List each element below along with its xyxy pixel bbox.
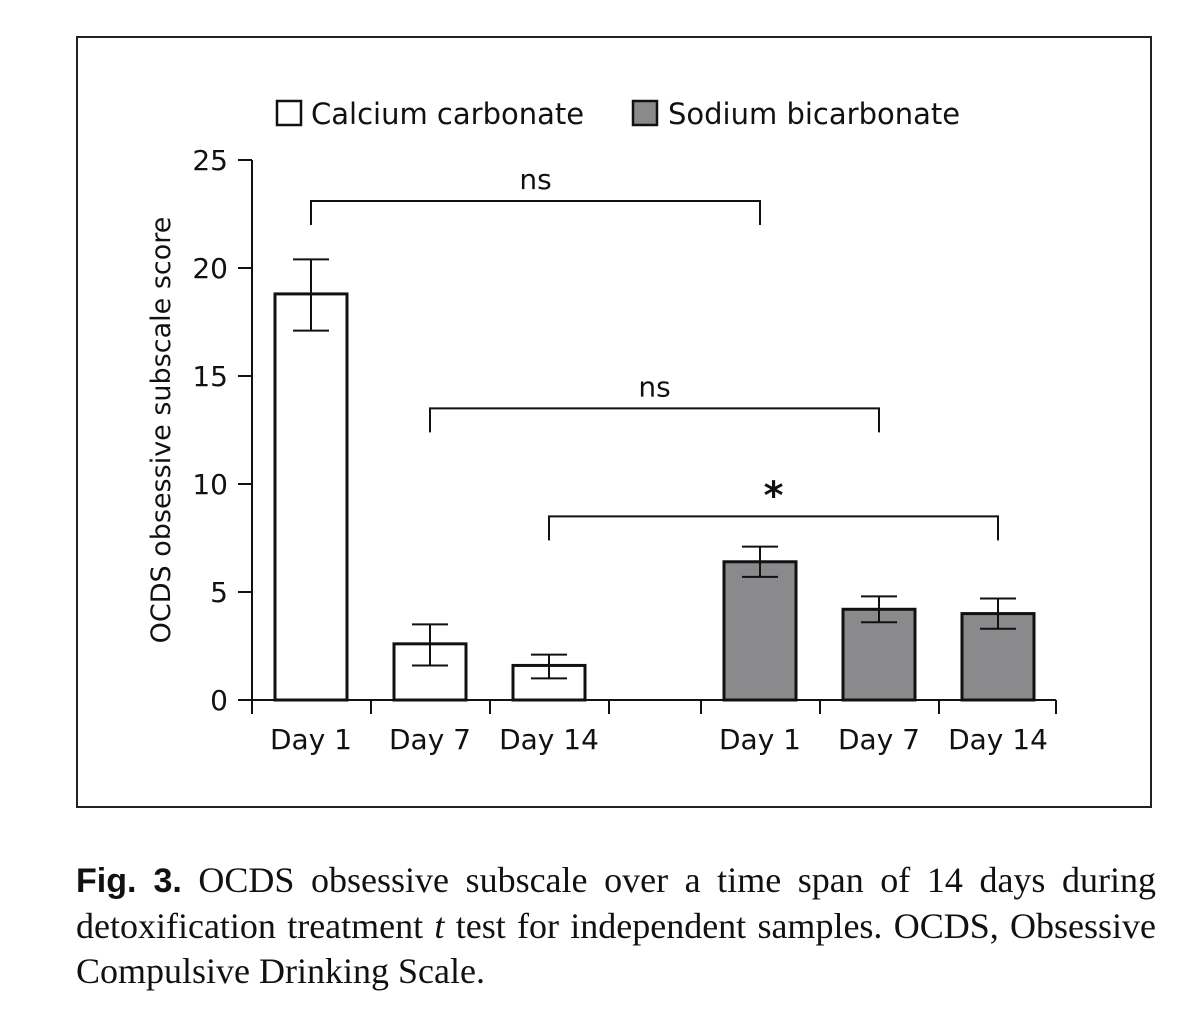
significance-bracket [429,407,880,433]
significance-bracket [548,515,999,541]
caption-text-1: OCDS obsessive subscale over a time span… [76,860,1157,946]
legend-label-sodium: Sodium bicarbonate [668,97,960,131]
x-tick-label: Day 7 [838,723,920,756]
y-tick-label: 5 [210,576,228,609]
x-tick-label: Day 14 [499,723,599,756]
y-tick-label: 0 [210,684,228,717]
y-tick-label: 20 [192,252,228,285]
caption-italic-t: t [434,906,445,946]
bar-chart: Calcium carbonate Sodium bicarbonate OCD… [146,97,1057,756]
figure-frame [76,36,1152,808]
y-axis-label: OCDS obsessive subscale score [146,217,177,644]
significance-label: ns [638,370,670,403]
bar-sodium-day-7 [841,607,917,702]
y-tick-label: 15 [192,360,228,393]
significance-brackets: ns ns * [310,163,999,541]
x-tick-label: Day 7 [389,723,471,756]
y-tick-label: 10 [192,468,228,501]
y-tick-label: 25 [192,144,228,177]
caption-text-2: test for independent samples. OCDS, Obse… [76,906,1156,991]
significance-label: * [764,473,784,517]
x-tick-label: Day 1 [270,723,352,756]
legend-label-calcium: Calcium carbonate [311,97,584,131]
figure-caption: Fig. 3. OCDS obsessive subscale over a t… [76,858,1156,994]
legend: Calcium carbonate Sodium bicarbonate [275,97,960,131]
axes: 0 5 10 15 20 25 [192,144,1057,717]
bars: Day 1 Day 7 Day 14 Day 1 Day 7 Day 14 [270,258,1048,756]
caption-lead: Fig. 3. [76,862,182,900]
legend-swatch-calcium [275,99,303,127]
significance-label: ns [519,163,551,196]
significance-bracket [310,200,761,226]
bar-sodium-day-1 [722,560,798,702]
x-tick-label: Day 14 [948,723,1048,756]
x-tick-label: Day 1 [719,723,801,756]
bar-calcium-day-1 [273,292,349,702]
legend-swatch-sodium [631,99,659,127]
